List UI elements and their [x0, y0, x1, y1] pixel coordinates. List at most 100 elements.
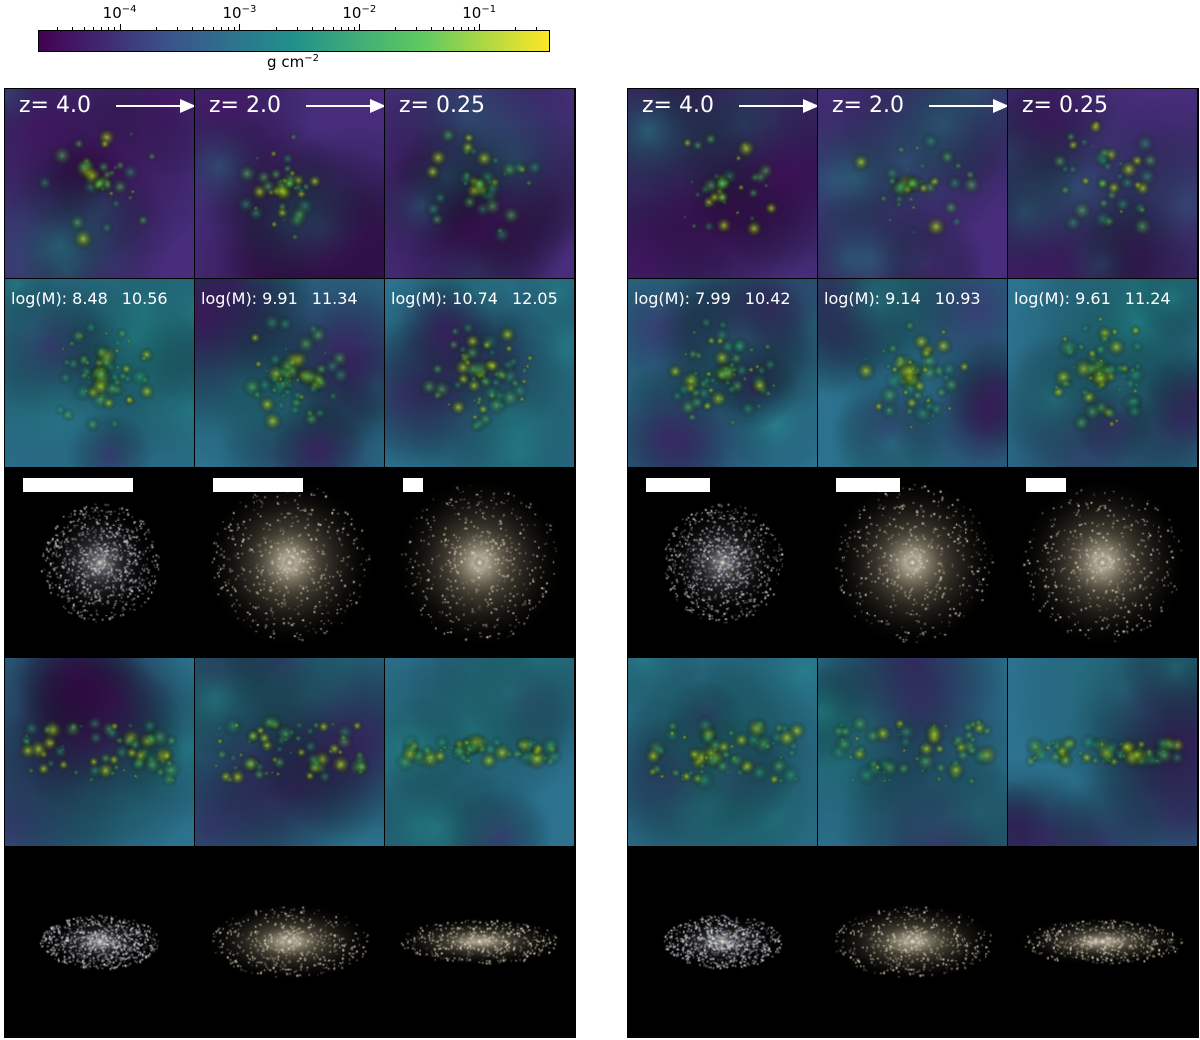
gas-projection-edge-on-panel [195, 657, 385, 848]
stellar-image-edge-on-panel [818, 847, 1008, 1037]
gas-projection-face-on-panel: log(M): 8.48 10.56 [5, 278, 195, 469]
scale-bar [403, 478, 423, 493]
mass-label: log(M): 10.74 12.05 [391, 288, 558, 308]
colorbar-minor-tick [203, 27, 205, 30]
colorbar-units: g cm−2 [267, 53, 319, 71]
gas-projection-wide-image [195, 89, 384, 278]
stellar-image-face-on-image [5, 468, 194, 657]
colorbar-minor-tick [452, 27, 454, 30]
stellar-image-face-on-image [818, 468, 1007, 657]
scale-bar [1026, 478, 1066, 493]
colorbar-tick-label: 10−1 [462, 4, 497, 22]
colorbar: 10−4 10−3 10−2 10−1 g cm−2 [38, 0, 550, 80]
gas-projection-face-on-panel: log(M): 9.61 11.24 [1008, 278, 1198, 469]
redshift-label: z= 4.0 [642, 93, 714, 118]
colorbar-minor-tick [536, 27, 538, 30]
gas-projection-edge-on-image [628, 657, 817, 847]
right-galaxy-panel-grid: z= 4.0 z= 2.0 z= 0.25 log(M): 7.99 10.42 log(… [627, 88, 1199, 1038]
gas-projection-wide-panel: z= 4.0 [628, 89, 818, 279]
redshift-label: z= 0.25 [1022, 93, 1108, 118]
gas-projection-wide-image [1008, 89, 1197, 278]
colorbar-minor-tick [473, 27, 475, 30]
gas-projection-edge-on-image [385, 657, 574, 847]
colorbar-minor-tick [220, 27, 222, 30]
gas-projection-wide-image [628, 89, 817, 278]
gas-projection-edge-on-panel [818, 657, 1008, 848]
scale-bar [646, 478, 710, 493]
gas-projection-edge-on-panel [5, 657, 195, 848]
stellar-image-edge-on-image [628, 847, 817, 1036]
time-arrow-icon [116, 99, 194, 113]
gas-projection-face-on-panel: log(M): 10.74 12.05 [385, 278, 575, 469]
time-arrow-icon [929, 99, 1007, 113]
gas-projection-face-on-image [195, 278, 384, 468]
stellar-image-face-on-image [1008, 468, 1197, 657]
gas-projection-face-on-image [5, 278, 194, 468]
stellar-image-edge-on-panel [1008, 847, 1198, 1037]
stellar-image-face-on-panel [628, 468, 818, 658]
stellar-image-face-on-image [385, 468, 574, 657]
stellar-image-face-on-panel [385, 468, 575, 658]
gas-projection-wide-panel: z= 0.25 [1008, 89, 1198, 279]
colorbar-tick [119, 24, 121, 30]
redshift-label: z= 2.0 [832, 93, 904, 118]
colorbar-minor-tick [515, 27, 517, 30]
stellar-image-face-on-panel [5, 468, 195, 658]
gas-projection-wide-image [5, 89, 194, 278]
gas-projection-face-on-image [385, 278, 574, 468]
colorbar-tick-label: 10−3 [222, 4, 257, 22]
gas-projection-wide-panel: z= 2.0 [818, 89, 1008, 279]
gas-projection-edge-on-image [1008, 657, 1197, 847]
time-arrow-icon [739, 99, 817, 113]
colorbar-minor-tick [311, 27, 313, 30]
stellar-image-face-on-image [195, 468, 384, 657]
colorbar-minor-tick [467, 27, 469, 30]
scale-bar [213, 478, 303, 493]
colorbar-minor-tick [233, 27, 235, 30]
stellar-image-edge-on-image [818, 847, 1007, 1036]
gas-projection-face-on-panel: log(M): 9.91 11.34 [195, 278, 385, 469]
gas-projection-wide-image [385, 89, 574, 278]
mass-label: log(M): 9.61 11.24 [1014, 288, 1171, 308]
colorbar-minor-tick [107, 27, 109, 30]
mass-label: log(M): 8.48 10.56 [11, 288, 168, 308]
colorbar-minor-tick [71, 27, 73, 30]
redshift-label: z= 0.25 [399, 93, 485, 118]
colorbar-minor-tick [443, 27, 445, 30]
gas-projection-face-on-image [818, 278, 1007, 468]
colorbar-minor-tick [416, 27, 418, 30]
colorbar-minor-tick [347, 27, 349, 30]
time-arrow-icon [306, 99, 384, 113]
colorbar-minor-tick [114, 27, 116, 30]
colorbar-minor-tick [155, 27, 157, 30]
colorbar-tick-label: 10−2 [342, 4, 377, 22]
colorbar-minor-tick [353, 27, 355, 30]
colorbar-minor-tick [296, 27, 298, 30]
stellar-image-edge-on-panel [195, 847, 385, 1037]
gas-projection-wide-image [818, 89, 1007, 278]
colorbar-minor-tick [431, 27, 433, 30]
gas-projection-face-on-image [628, 278, 817, 468]
colorbar-tick [479, 24, 481, 30]
stellar-image-face-on-panel [195, 468, 385, 658]
stellar-image-edge-on-panel [385, 847, 575, 1037]
gas-projection-edge-on-panel [1008, 657, 1198, 848]
colorbar-minor-tick [460, 27, 462, 30]
colorbar-minor-tick [395, 27, 397, 30]
colorbar-tick-label: 10−4 [102, 4, 137, 22]
left-galaxy-panel-grid: z= 4.0 z= 2.0 z= 0.25 log(M): 8.48 10.56 log(… [4, 88, 576, 1038]
gas-projection-face-on-panel: log(M): 7.99 10.42 [628, 278, 818, 469]
stellar-image-edge-on-image [195, 847, 384, 1036]
colorbar-minor-tick [340, 27, 342, 30]
scale-bar [23, 478, 133, 493]
colorbar-minor-tick [275, 27, 277, 30]
colorbar-minor-tick [56, 27, 58, 30]
colorbar-minor-tick [93, 27, 94, 30]
mass-label: log(M): 9.91 11.34 [201, 288, 358, 308]
stellar-image-edge-on-image [385, 847, 574, 1036]
colorbar-tick [239, 24, 241, 30]
colorbar-minor-tick [323, 27, 325, 30]
colorbar-minor-tick [191, 27, 193, 30]
gas-projection-edge-on-image [195, 657, 384, 847]
colorbar-gradient [38, 30, 550, 52]
